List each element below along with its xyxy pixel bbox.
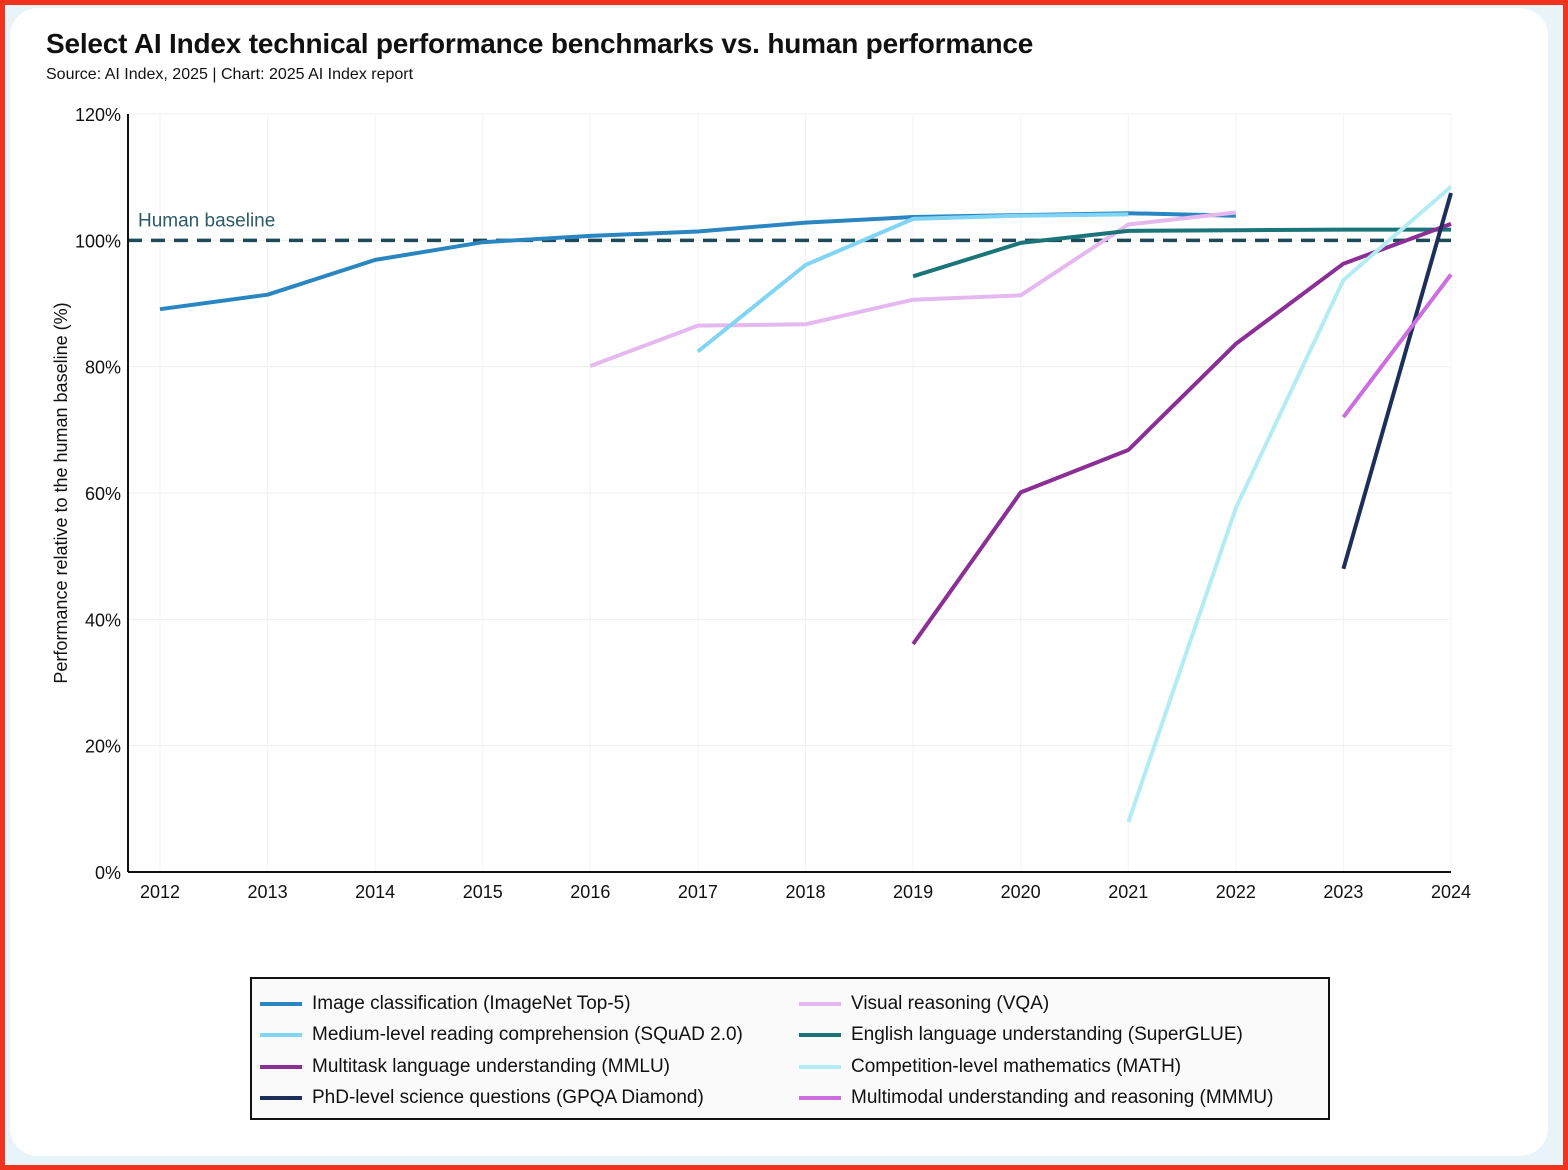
x-tick-label: 2023 bbox=[1323, 882, 1363, 902]
x-tick-label: 2015 bbox=[463, 882, 503, 902]
chart-subtitle: Source: AI Index, 2025 | Chart: 2025 AI … bbox=[46, 66, 414, 83]
legend-swatch bbox=[260, 1064, 302, 1069]
y-tick-label: 40% bbox=[85, 610, 121, 630]
legend-label: Multitask language understanding (MMLU) bbox=[312, 1055, 671, 1077]
y-axis-label: Performance relative to the human baseli… bbox=[51, 302, 71, 683]
legend-item: PhD-level science questions (GPQA Diamon… bbox=[260, 1083, 704, 1113]
legend-swatch bbox=[799, 1064, 841, 1069]
chart-card bbox=[10, 8, 1548, 1156]
chart-legend: Image classification (ImageNet Top-5) Med… bbox=[250, 977, 1330, 1120]
series-line bbox=[589, 210, 1237, 368]
legend-label: Medium-level reading comprehension (SQuA… bbox=[312, 1024, 743, 1046]
x-tick-label: 2020 bbox=[1001, 882, 1041, 902]
legend-item: English language understanding (SuperGLU… bbox=[799, 1020, 1243, 1050]
legend-item: Visual reasoning (VQA) bbox=[799, 989, 1049, 1019]
legend-label: Multimodal understanding and reasoning (… bbox=[851, 1086, 1274, 1108]
y-tick-label: 120% bbox=[75, 105, 121, 125]
legend-item: Image classification (ImageNet Top-5) bbox=[260, 989, 631, 1019]
legend-label: Visual reasoning (VQA) bbox=[851, 993, 1050, 1014]
legend-swatch bbox=[799, 1033, 841, 1038]
legend-label: Image classification (ImageNet Top-5) bbox=[312, 993, 631, 1014]
x-tick-label: 2017 bbox=[678, 882, 718, 902]
x-tick-label: 2012 bbox=[140, 882, 180, 902]
legend-swatch bbox=[260, 1033, 302, 1038]
series-line bbox=[1341, 273, 1453, 419]
legend-item: Multitask language understanding (MMLU) bbox=[260, 1052, 670, 1082]
line-chart: Human baseline 0% 20% 40% 60% 80% 100% 120% 201… bbox=[51, 105, 1471, 902]
x-tick-label: 2013 bbox=[248, 882, 288, 902]
series-line bbox=[912, 227, 1451, 279]
x-tick-label: 2014 bbox=[355, 882, 395, 902]
series-line bbox=[1126, 185, 1453, 823]
human-baseline: Human baseline bbox=[128, 210, 1451, 243]
legend-swatch bbox=[260, 1095, 302, 1100]
series-line bbox=[696, 212, 1129, 354]
tick-labels: 0% 20% 40% 60% 80% 100% 120% 2012 2013 2014 2015 20… bbox=[51, 105, 1471, 902]
y-tick-label: 20% bbox=[85, 737, 121, 757]
series-lines bbox=[159, 185, 1453, 823]
y-tick-label: 60% bbox=[85, 484, 121, 504]
x-tick-label: 2018 bbox=[785, 882, 825, 902]
x-tick-label: 2024 bbox=[1431, 882, 1471, 902]
y-tick-label: 0% bbox=[95, 863, 121, 883]
x-tick-label: 2022 bbox=[1216, 882, 1256, 902]
legend-item: Medium-level reading comprehension (SQuA… bbox=[260, 1020, 743, 1050]
legend-swatch bbox=[799, 1095, 841, 1100]
x-tick-label: 2019 bbox=[893, 882, 933, 902]
axes bbox=[127, 114, 1451, 873]
series-line bbox=[911, 222, 1452, 646]
legend-label: English language understanding (SuperGLU… bbox=[851, 1024, 1243, 1046]
x-tick-label: 2021 bbox=[1108, 882, 1148, 902]
y-tick-label: 100% bbox=[75, 231, 121, 251]
series-line bbox=[1341, 192, 1453, 570]
legend-label: Competition-level mathematics (MATH) bbox=[851, 1055, 1182, 1077]
grid-lines bbox=[128, 113, 1452, 872]
legend-swatch bbox=[260, 1002, 302, 1006]
legend-swatch bbox=[799, 1002, 841, 1006]
legend-item: Multimodal understanding and reasoning (… bbox=[799, 1083, 1273, 1113]
y-tick-label: 80% bbox=[85, 358, 121, 378]
chart-title: Select AI Index technical performance be… bbox=[46, 28, 1034, 59]
legend-item: Competition-level mathematics (MATH) bbox=[799, 1052, 1181, 1082]
x-tick-label: 2016 bbox=[570, 882, 610, 902]
legend-label: PhD-level science questions (GPQA Diamon… bbox=[312, 1086, 704, 1108]
human-baseline-label: Human baseline bbox=[138, 210, 275, 231]
